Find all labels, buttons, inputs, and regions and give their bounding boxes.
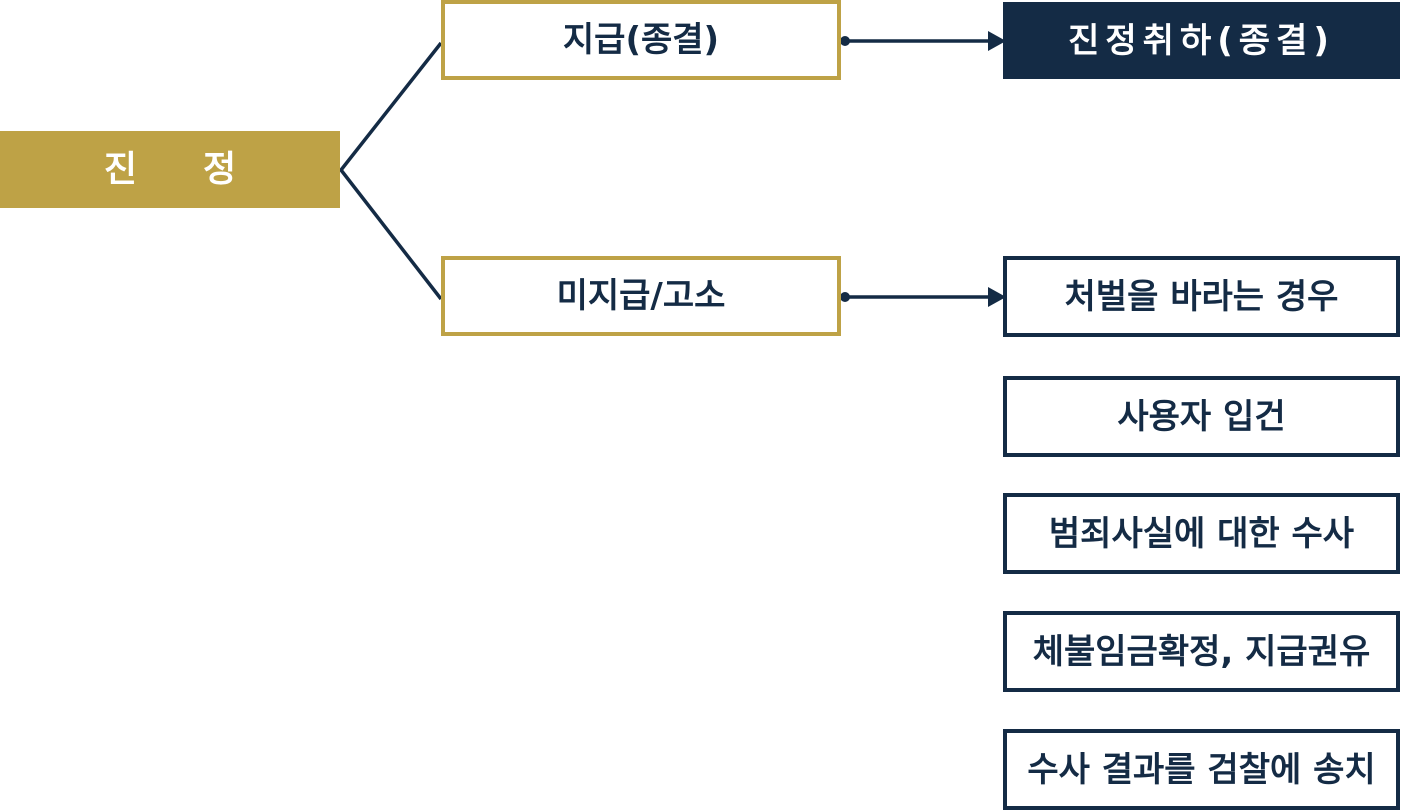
branch-node-paid: 지급(종결) [441,0,841,80]
outcome-node-withdrawal: 진정취하(종결) [1003,2,1400,79]
branch-node-unpaid-complaint: 미지급/고소 [441,256,841,336]
root-to-branches-connector [338,41,443,301]
step-label: 체불임금확정, 지급권유 [1032,631,1371,672]
branch-label: 미지급/고소 [556,276,726,316]
root-label-second: 정 [203,148,237,190]
step-node: 체불임금확정, 지급권유 [1003,611,1400,692]
step-label: 수사 결과를 검찰에 송치 [1027,749,1376,790]
root-label-first: 진 [103,148,137,190]
step-node: 범죄사실에 대한 수사 [1003,493,1400,574]
arrow-to-steps [840,287,1006,307]
step-node: 처벌을 바라는 경우 [1003,256,1400,337]
step-node: 수사 결과를 검찰에 송치 [1003,729,1400,810]
branch-label: 지급(종결) [562,20,720,60]
step-node: 사용자 입건 [1003,376,1400,457]
outcome-label: 진정취하(종결) [1068,20,1335,61]
step-label: 사용자 입건 [1117,396,1286,437]
step-label: 범죄사실에 대한 수사 [1048,513,1355,554]
arrow-to-outcome [840,31,1006,51]
step-label: 처벌을 바라는 경우 [1064,276,1339,317]
